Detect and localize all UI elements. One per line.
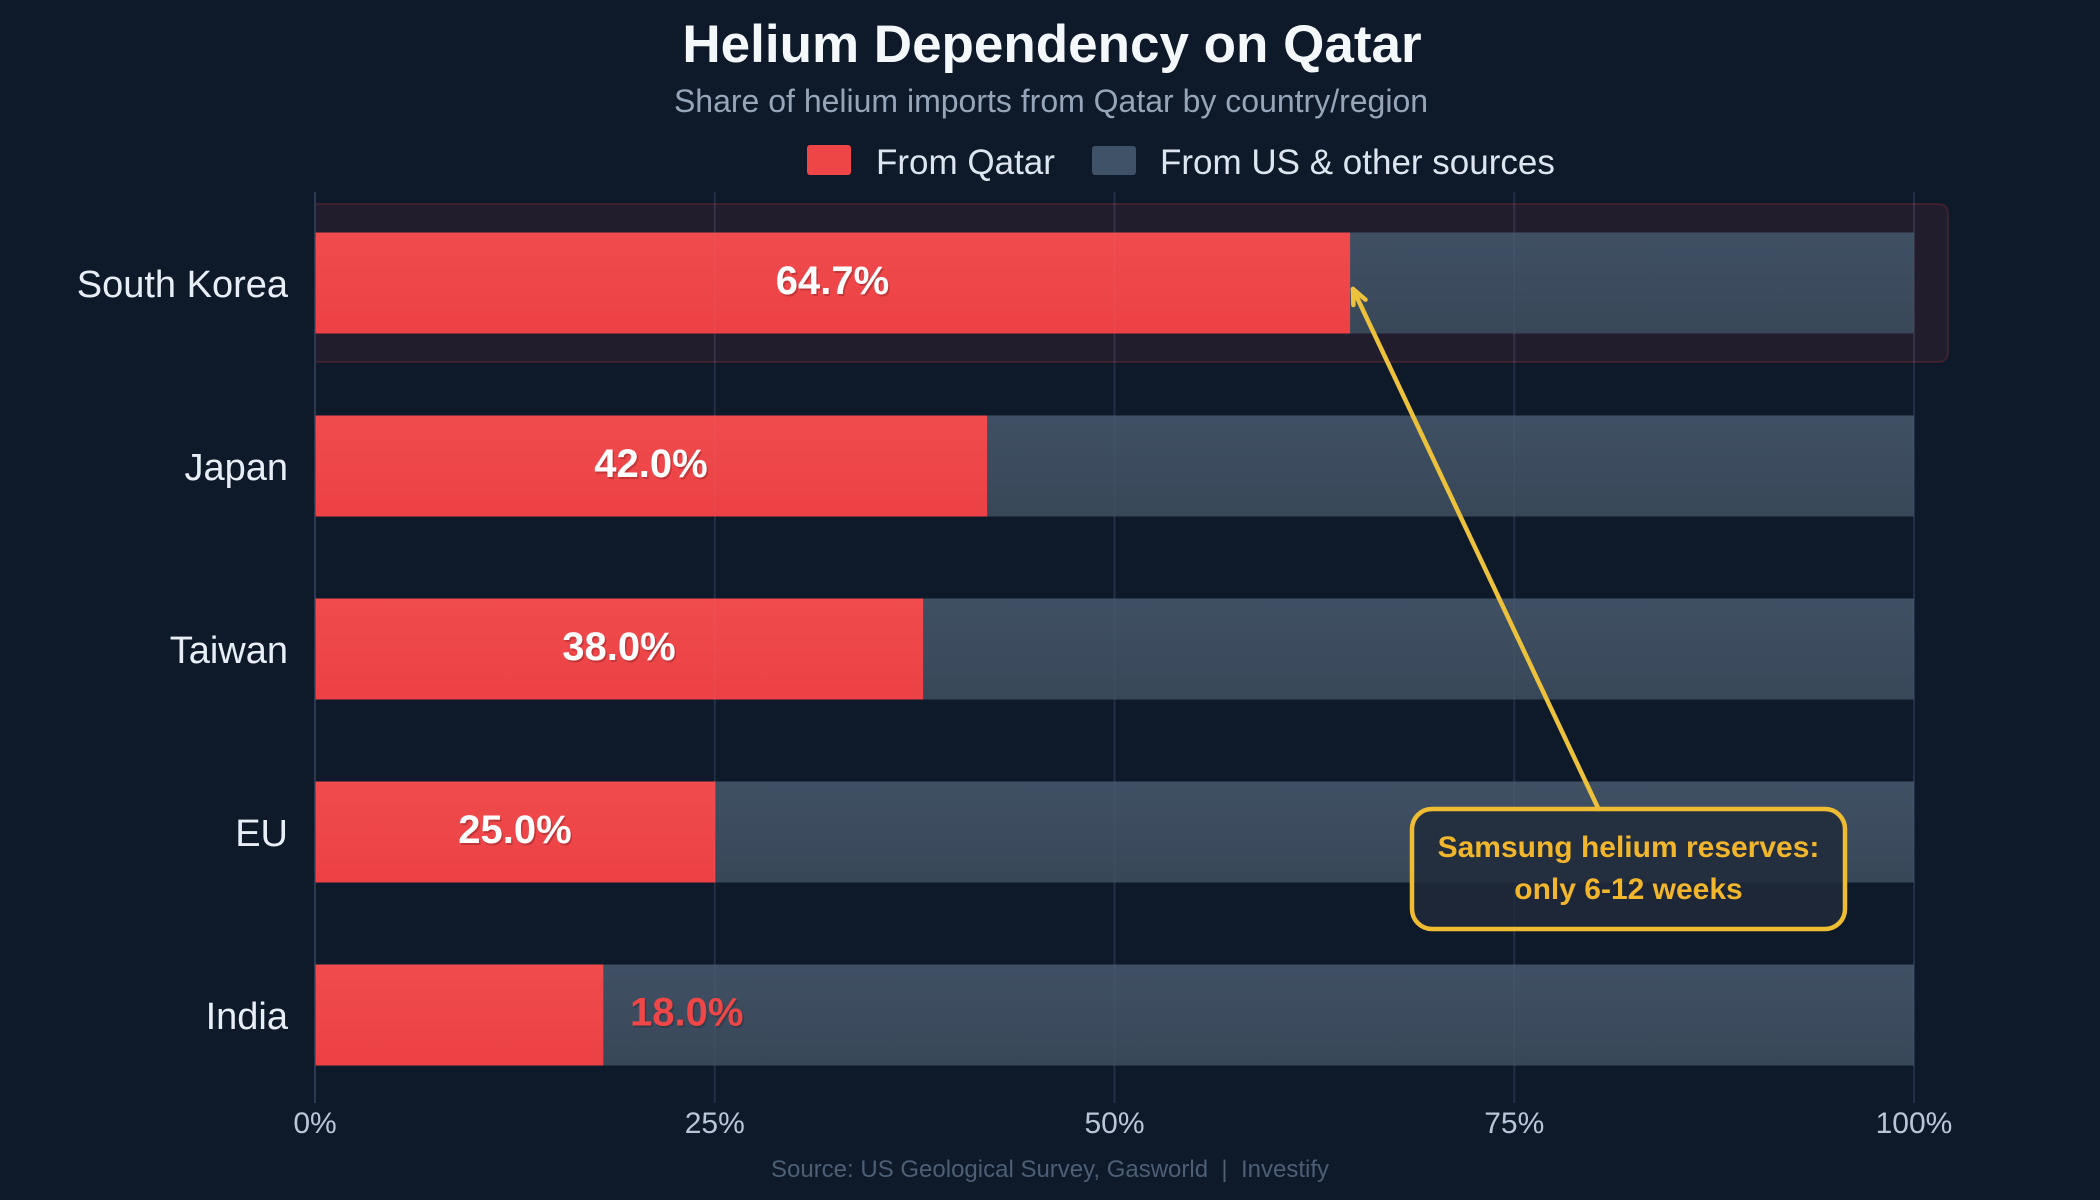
svg-text:Share of helium imports from Q: Share of helium imports from Qatar by co… — [674, 83, 1428, 119]
svg-text:25.0%: 25.0% — [458, 808, 571, 852]
svg-text:From Qatar: From Qatar — [876, 143, 1055, 182]
svg-text:25.0%: 25.0% — [460, 810, 573, 854]
svg-text:0%: 0% — [293, 1107, 336, 1140]
svg-text:South Korea: South Korea — [77, 264, 289, 306]
svg-text:From US & other sources: From US & other sources — [1160, 143, 1555, 182]
svg-text:42.0%: 42.0% — [594, 442, 707, 486]
svg-text:42.0%: 42.0% — [596, 444, 709, 488]
svg-text:Samsung helium reserves:: Samsung helium reserves: — [1438, 831, 1820, 864]
svg-text:64.7%: 64.7% — [777, 261, 890, 305]
svg-text:Helium Dependency on Qatar: Helium Dependency on Qatar — [682, 15, 1421, 74]
svg-text:EU: EU — [235, 813, 288, 855]
svg-text:Taiwan: Taiwan — [170, 630, 288, 672]
svg-text:Japan: Japan — [184, 447, 288, 489]
svg-text:100%: 100% — [1876, 1107, 1953, 1140]
svg-text:75%: 75% — [1484, 1107, 1544, 1140]
svg-text:25%: 25% — [685, 1107, 745, 1140]
svg-text:only 6-12 weeks: only 6-12 weeks — [1514, 873, 1742, 906]
svg-text:50%: 50% — [1084, 1107, 1144, 1140]
svg-text:38.0%: 38.0% — [564, 627, 677, 671]
svg-text:64.7%: 64.7% — [776, 259, 889, 303]
svg-text:India: India — [206, 996, 289, 1038]
svg-text:38.0%: 38.0% — [562, 625, 675, 669]
svg-text:Source: US Geological Survey,: Source: US Geological Survey, Gasworld |… — [771, 1156, 1329, 1183]
svg-text:18.0%: 18.0% — [632, 993, 745, 1037]
svg-text:18.0%: 18.0% — [630, 991, 743, 1035]
